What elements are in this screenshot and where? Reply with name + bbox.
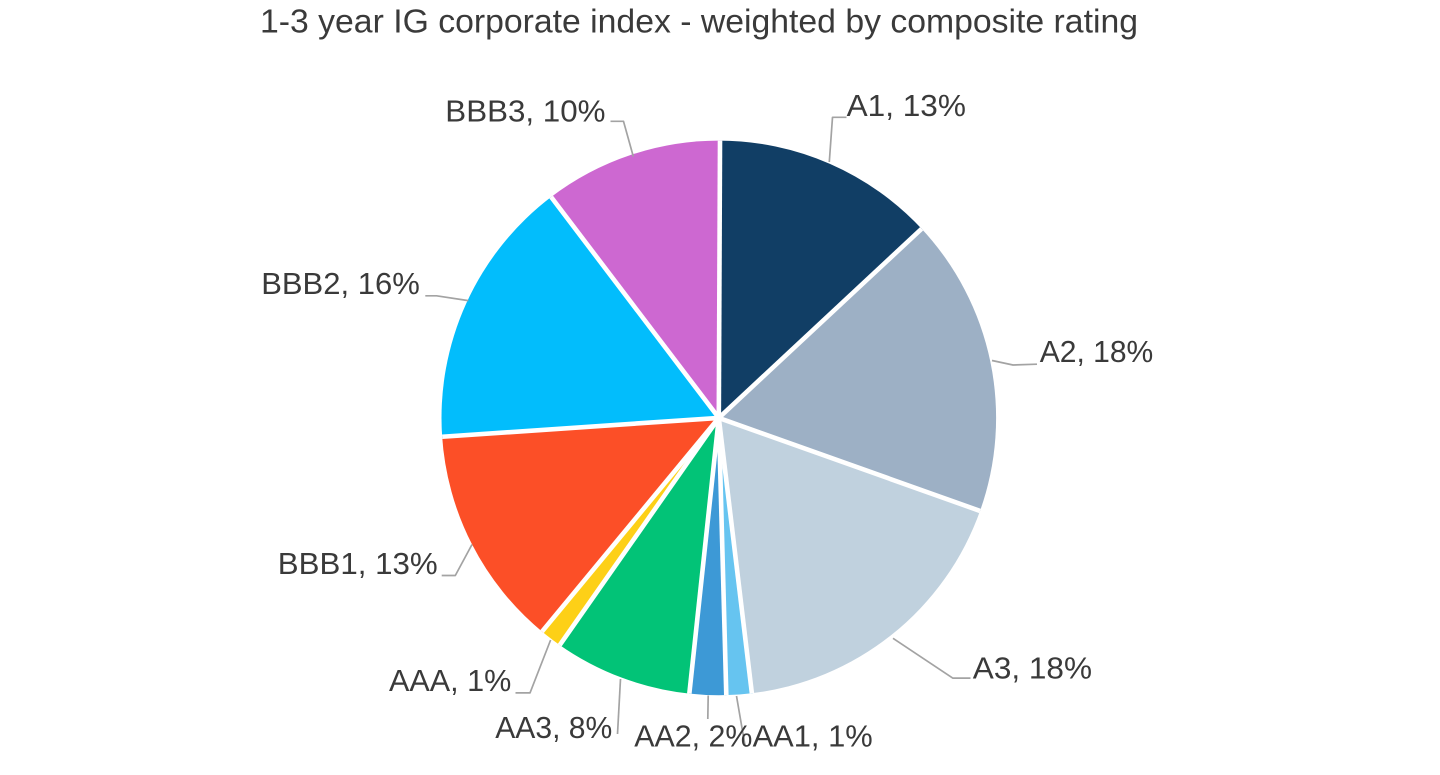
svg-text:BBB2, 16%: BBB2, 16% xyxy=(261,266,420,301)
svg-text:AA3, 8%: AA3, 8% xyxy=(495,710,612,745)
svg-text:AA2, 2%: AA2, 2% xyxy=(634,719,752,754)
svg-text:BBB3, 10%: BBB3, 10% xyxy=(445,93,605,128)
svg-text:AAA, 1%: AAA, 1% xyxy=(389,663,511,698)
svg-text:BBB1, 13%: BBB1, 13% xyxy=(278,546,438,581)
svg-text:AA1, 1%: AA1, 1% xyxy=(753,719,873,754)
svg-text:1-3 year IG corporate index -: 1-3 year IG corporate index - weighted b… xyxy=(260,3,1138,41)
svg-text:A2, 18%: A2, 18% xyxy=(1040,334,1154,369)
svg-text:A1, 13%: A1, 13% xyxy=(847,88,966,123)
svg-text:A3, 18%: A3, 18% xyxy=(973,651,1092,686)
